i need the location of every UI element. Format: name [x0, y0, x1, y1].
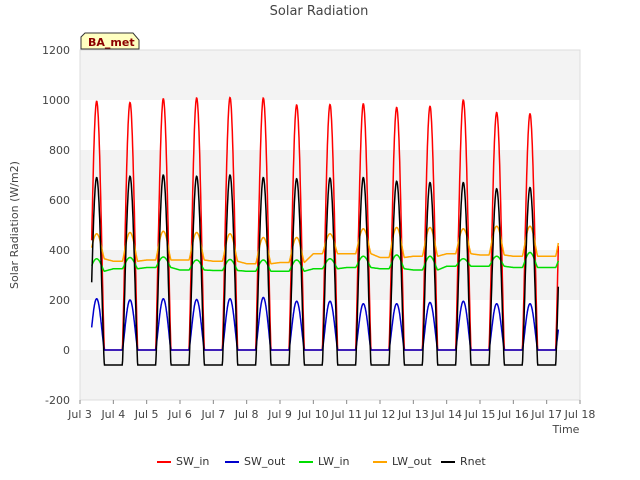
x-tick-label: Jul 7 — [200, 408, 225, 421]
x-tick-label: Jul 11 — [330, 408, 362, 421]
grid-band — [80, 50, 580, 100]
y-axis-title: Solar Radiation (W/m2) — [8, 161, 21, 289]
station-badge-box — [80, 32, 140, 50]
x-tick-label: Jul 5 — [134, 408, 159, 421]
y-tick-label: 200 — [49, 294, 70, 307]
x-tick-label: Jul 16 — [497, 408, 529, 421]
station-badge: BA_met — [80, 32, 140, 50]
x-tick-label: Jul 10 — [297, 408, 329, 421]
grid-band — [80, 250, 580, 300]
chart-title: Solar Radiation — [270, 4, 369, 19]
x-tick-label: Jul 6 — [167, 408, 192, 421]
station-badge-label: BA_met — [88, 36, 135, 49]
legend-label-sw-in: SW_in — [176, 455, 209, 468]
x-tick-label: Jul 18 — [564, 408, 596, 421]
series-line-rnet — [90, 174, 560, 366]
x-tick-label: Jul 15 — [464, 408, 496, 421]
series-line-lw-out — [90, 225, 560, 265]
grid-band — [80, 350, 580, 400]
x-tick-label: Jul 14 — [430, 408, 462, 421]
y-tick-label: 400 — [49, 244, 70, 257]
y-tick-label: 0 — [63, 344, 70, 357]
grid-band — [80, 150, 580, 200]
y-axis-ticks: -200 0 200 400 600 800 1000 1200 — [42, 44, 70, 407]
legend-label-sw-out: SW_out — [244, 455, 286, 468]
plot-area-border — [79, 49, 581, 401]
series-lines — [90, 96, 560, 366]
legend-label-lw-in: LW_in — [318, 455, 350, 468]
legend-label-lw-out: LW_out — [392, 455, 432, 468]
y-tick-label: 600 — [49, 194, 70, 207]
y-tick-label: 800 — [49, 144, 70, 157]
y-tick-label: 1000 — [42, 94, 70, 107]
x-tick-label: Jul 3 — [67, 408, 92, 421]
y-tick-label: 1200 — [42, 44, 70, 57]
x-tick-label: Jul 17 — [530, 408, 562, 421]
legend-label-rnet: Rnet — [460, 455, 486, 468]
x-axis-title: Time — [552, 423, 580, 436]
x-tick-label: Jul 12 — [364, 408, 396, 421]
legend: SW_in SW_out LW_in LW_out Rnet — [157, 455, 486, 468]
x-tick-label: Jul 4 — [100, 408, 125, 421]
grid-band — [80, 200, 580, 250]
x-tick-label: Jul 8 — [234, 408, 259, 421]
grid-band — [80, 300, 580, 350]
x-tick-label: Jul 13 — [397, 408, 429, 421]
y-tick-label: -200 — [45, 394, 70, 407]
x-tick-label: Jul 9 — [267, 408, 292, 421]
x-axis-ticks: Jul 3 Jul 4 Jul 5 Jul 6 Jul 7 Jul 8 Jul 9 Jul 1… — [67, 400, 595, 421]
